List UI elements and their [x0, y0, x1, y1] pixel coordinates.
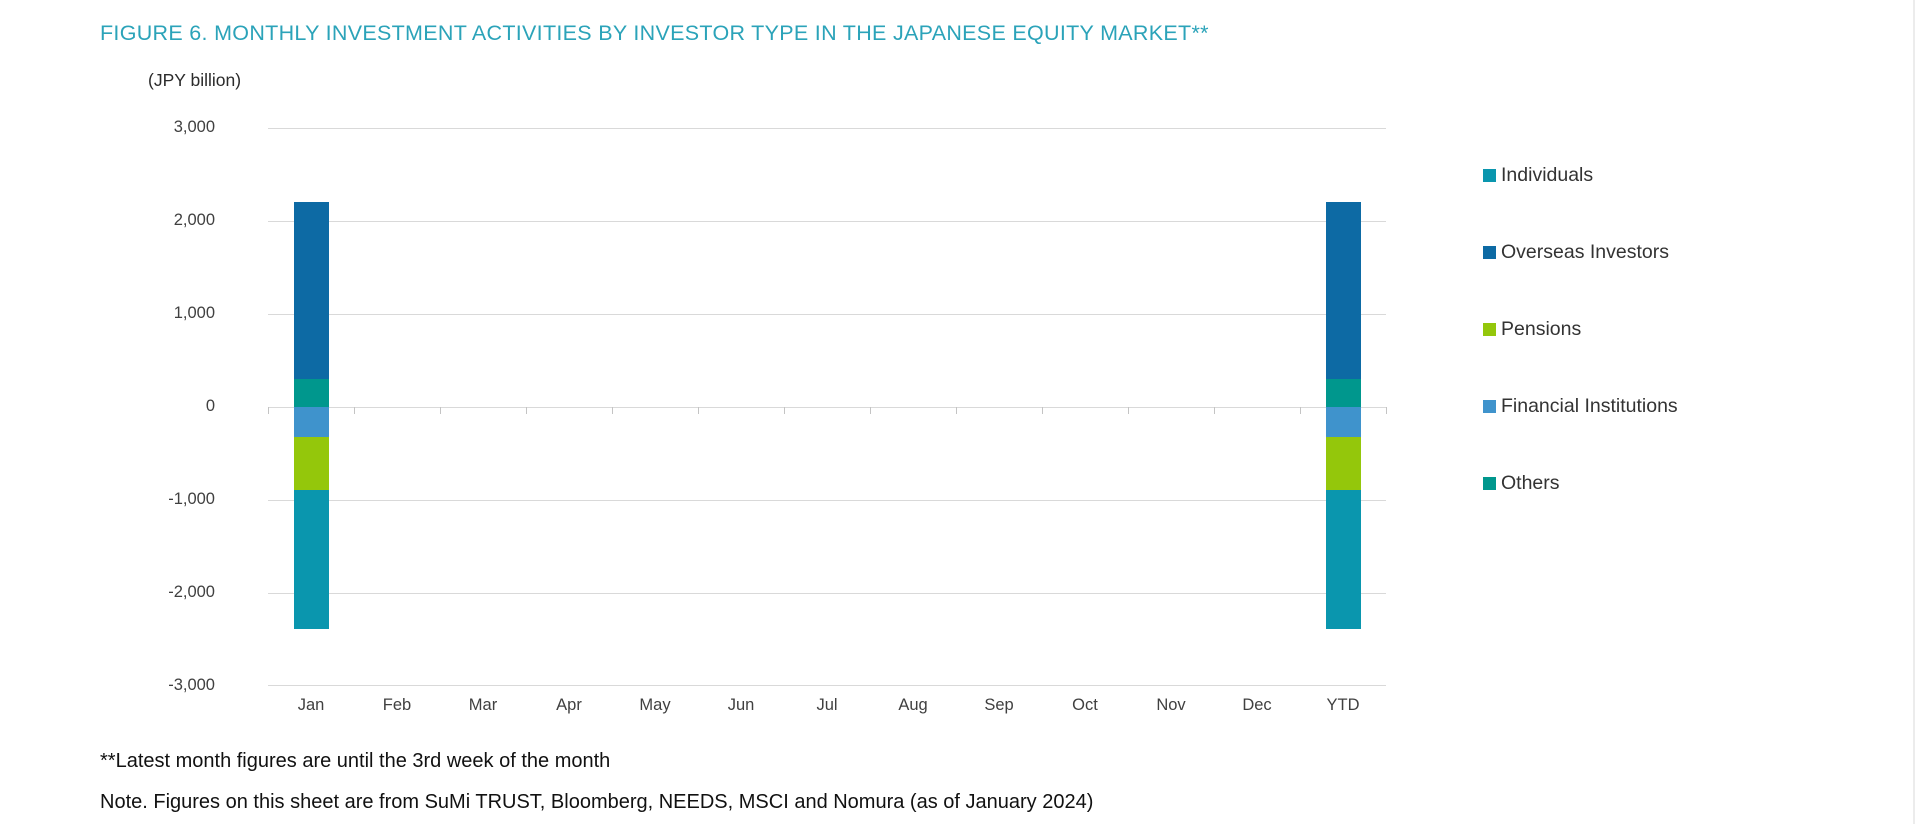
bar-segment-overseas-investors-jan: [293, 202, 329, 380]
category-axis-tick: [1214, 407, 1215, 414]
legend-swatch-icon: [1483, 476, 1496, 490]
x-tick-label-feb: Feb: [382, 696, 412, 714]
category-axis-tick: [956, 407, 957, 414]
legend-item-individuals: Individuals: [1483, 163, 1678, 187]
legend-label: Individuals: [1501, 163, 1594, 186]
x-tick-label-aug: Aug: [898, 696, 928, 714]
chart-legend: Individuals Overseas Investors Pensions Fin…: [1483, 163, 1678, 548]
legend-swatch-icon: [1483, 245, 1496, 259]
footnote-latest-month: **Latest month figures are until the 3rd…: [100, 750, 611, 772]
gridline-y-2000: [268, 221, 1386, 222]
x-tick-label-ytd: YTD: [1326, 696, 1360, 714]
y-tick-label-2000: 2,000: [173, 211, 215, 229]
page-edge-divider: [1913, 0, 1915, 824]
legend-item-pensions: Pensions: [1483, 317, 1678, 341]
x-tick-label-nov: Nov: [1156, 696, 1186, 714]
category-axis-tick: [354, 407, 355, 414]
category-axis-tick: [1386, 407, 1387, 414]
x-tick-label-may: May: [639, 696, 671, 714]
category-axis-tick: [1128, 407, 1129, 414]
gridline-y--3000: [268, 685, 1386, 686]
category-axis-tick: [440, 407, 441, 414]
x-tick-label-apr: Apr: [556, 696, 582, 714]
footnote-sources: Note. Figures on this sheet are from SuM…: [100, 791, 1094, 813]
category-axis-tick: [612, 407, 613, 414]
x-tick-label-oct: Oct: [1072, 696, 1098, 714]
y-axis: 3,000 2,000 1,000 0 -1,000 -2,000 -3,000: [140, 118, 260, 694]
gridline-y--1000: [268, 500, 1386, 501]
category-axis-tick: [784, 407, 785, 414]
bar-segment-pensions-ytd: [1325, 436, 1361, 490]
x-tick-label-jun: Jun: [727, 696, 755, 714]
bar-segment-individuals-jan: [293, 489, 329, 630]
legend-label: Others: [1501, 471, 1560, 494]
plot-area: [268, 128, 1387, 686]
category-axis-tick: [268, 407, 269, 414]
y-tick-label-3000: 3,000: [173, 118, 215, 136]
y-axis-unit-label: (JPY billion): [148, 70, 242, 90]
category-axis-tick: [870, 407, 871, 414]
y-tick-label--3000: -3,000: [168, 676, 215, 694]
legend-swatch-icon: [1483, 399, 1496, 413]
legend-label: Overseas Investors: [1501, 240, 1669, 263]
x-axis: Jan Feb Mar Apr May Jun Jul Aug Sep Oct Nov Dec YTD: [268, 696, 1386, 726]
x-tick-label-jul: Jul: [816, 696, 838, 714]
legend-item-financial-institutions: Financial Institutions: [1483, 394, 1678, 418]
category-axis-tick: [698, 407, 699, 414]
legend-item-others: Others: [1483, 471, 1678, 495]
category-axis-tick: [1300, 407, 1301, 414]
chart-title: FIGURE 6. MONTHLY INVESTMENT ACTIVITIES …: [100, 21, 1209, 45]
bar-segment-overseas-investors-ytd: [1325, 202, 1361, 380]
bar-segment-financial-institutions-jan: [293, 407, 329, 437]
gridline-y-3000: [268, 128, 1386, 129]
bar-segment-pensions-jan: [293, 436, 329, 490]
legend-swatch-icon: [1483, 168, 1496, 182]
gridline-y-1000: [268, 314, 1386, 315]
category-axis-tick: [526, 407, 527, 414]
bar-segment-individuals-ytd: [1325, 489, 1361, 630]
x-tick-label-jan: Jan: [297, 696, 325, 714]
category-axis-tick: [1042, 407, 1043, 414]
bar-segment-others-ytd: [1325, 379, 1361, 407]
x-tick-label-dec: Dec: [1242, 696, 1272, 714]
bar-segment-others-jan: [293, 379, 329, 407]
legend-item-overseas-investors: Overseas Investors: [1483, 240, 1678, 264]
y-tick-label--2000: -2,000: [168, 583, 215, 601]
gridline-y-0: [268, 407, 1386, 408]
bar-segment-financial-institutions-ytd: [1325, 407, 1361, 437]
y-tick-label--1000: -1,000: [168, 490, 215, 508]
x-tick-label-mar: Mar: [468, 696, 498, 714]
legend-swatch-icon: [1483, 322, 1496, 336]
legend-label: Pensions: [1501, 317, 1582, 340]
y-tick-label-0: 0: [205, 397, 215, 415]
legend-label: Financial Institutions: [1501, 394, 1678, 417]
gridline-y--2000: [268, 593, 1386, 594]
x-tick-label-sep: Sep: [984, 696, 1014, 714]
y-tick-label-1000: 1,000: [173, 304, 215, 322]
